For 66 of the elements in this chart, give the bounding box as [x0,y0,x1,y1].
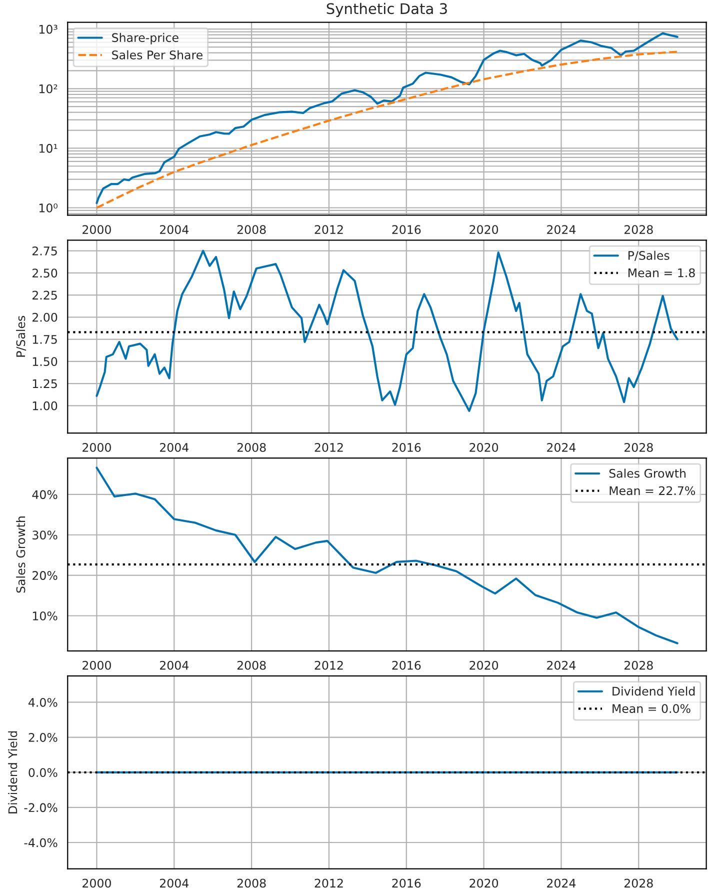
x-tick-label: 2024 [547,225,576,234]
y-tick-label: 2.25 [32,290,57,300]
x-tick-label: 2024 [547,442,576,452]
x-tick-label: 2008 [237,660,266,670]
y-tick-label: 10³ [39,24,58,34]
x-tick-label: 2004 [160,225,189,234]
y-tick-label: 1.25 [32,379,57,388]
x-tick-label: 2000 [82,442,111,452]
line-series [96,250,678,412]
x-tick-label: 2004 [160,442,189,452]
x-tick-label: 2008 [237,225,266,234]
y-tick-label: 2.0% [28,733,58,742]
x-tick-label: 2000 [82,878,111,888]
legend-label: P/Sales [628,250,670,261]
x-tick-label: 2028 [624,225,653,234]
x-tick-label: 2028 [624,660,653,670]
legend-label: Share-price [112,32,178,44]
x-tick-label: 2012 [314,878,343,888]
x-tick-label: 2020 [470,878,498,888]
x-tick-label: 2012 [314,442,343,452]
x-tick-label: 2024 [547,660,576,670]
y-tick-label: 1.00 [32,401,58,410]
y-axis-title: Dividend Yield [8,731,18,814]
legend-label: Sales Growth [609,468,686,478]
y-tick-label: 2.50 [32,268,58,278]
y-tick-label: 1.75 [32,335,57,344]
y-tick-label: 10⁰ [39,203,58,212]
x-tick-label: 2028 [624,878,653,888]
y-tick-label: 2.00 [32,312,58,322]
x-tick-label: 2012 [314,225,343,234]
y-tick-label: -4.0% [24,838,58,848]
y-axis-title: Sales Growth [16,516,26,593]
y-tick-label: 0.0% [28,768,58,778]
x-tick-label: 2016 [392,878,421,888]
x-tick-label: 2016 [392,660,421,670]
legend-label: Sales Per Share [112,50,202,60]
x-tick-label: 2020 [470,442,498,452]
y-tick-label: 10² [39,84,58,94]
legend-label: Mean = 0.0% [612,704,690,714]
x-tick-label: 2016 [392,225,421,234]
x-tick-label: 2016 [392,442,421,452]
x-tick-label: 2028 [624,442,653,452]
x-tick-label: 2012 [314,660,343,670]
y-tick-label: 4.0% [28,698,58,707]
chart-title: Synthetic Data 3 [326,2,447,17]
x-tick-label: 2020 [470,225,498,234]
x-tick-label: 2000 [82,660,111,670]
x-tick-label: 2008 [237,878,266,888]
y-tick-label: -2.0% [24,803,58,812]
legend-label: Mean = 1.8 [628,268,695,278]
x-tick-label: 2004 [160,878,189,888]
y-tick-label: 10¹ [39,144,58,153]
y-tick-label: 1.50 [32,357,58,366]
x-tick-label: 2000 [82,225,111,234]
x-tick-label: 2020 [470,660,498,670]
y-tick-label: 40% [32,490,58,500]
y-tick-label: 30% [32,530,58,540]
legend-label: Mean = 22.7% [610,486,696,496]
legend-label: Dividend Yield [612,686,695,696]
y-tick-label: 20% [32,571,58,580]
x-tick-label: 2004 [160,660,189,670]
x-tick-label: 2024 [547,878,576,888]
y-tick-label: 10% [32,611,58,620]
y-tick-label: 2.75 [32,246,57,256]
x-tick-label: 2008 [237,442,266,452]
y-axis-title: P/Sales [16,316,26,357]
